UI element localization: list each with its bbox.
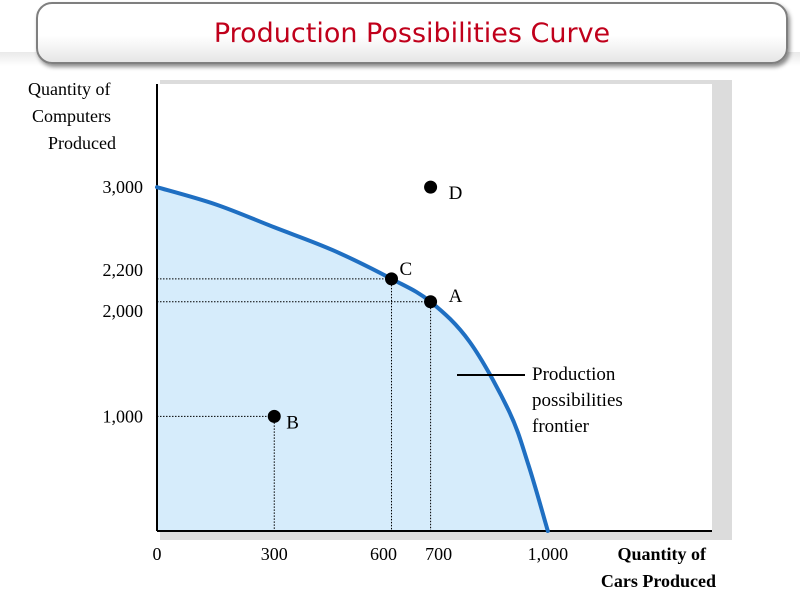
y-axis-title-line: Computers <box>32 106 111 126</box>
y-axis-title: Quantity of Computers Produced <box>28 76 144 157</box>
y-axis-title-line: Quantity of <box>28 79 111 99</box>
point-b <box>267 409 281 423</box>
frontier-annotation-line: possibilities <box>532 390 623 411</box>
guide-lines <box>157 278 432 531</box>
frontier-curve <box>155 185 550 533</box>
y-tick-label: 3,000 <box>103 177 144 197</box>
point-label-b: B <box>286 412 299 433</box>
page-title: Production Possibilities Curve <box>213 18 611 49</box>
frontier-annotation: Production possibilities frontier <box>532 362 662 440</box>
x-tick-label: 0 <box>153 544 162 564</box>
y-tick-label: 2,000 <box>103 301 144 321</box>
title-banner: Production Possibilities Curve <box>36 2 788 64</box>
frontier-area <box>157 187 548 531</box>
frontier-area-layer <box>157 187 548 531</box>
frontier-annotation-line: frontier <box>532 416 589 437</box>
x-tick-label: 300 <box>261 544 288 564</box>
x-tick-label: 1,000 <box>528 544 569 564</box>
frontier-curve-layer <box>155 185 550 533</box>
point-d <box>424 180 438 194</box>
points-layer: A B C D <box>267 180 463 433</box>
tick-labels: 1,000 2,000 2,200 3,000 0 300 600 700 1,000 <box>103 177 569 564</box>
point-c <box>385 272 399 286</box>
frontier-annotation-line: Production <box>532 364 616 385</box>
x-tick-label: 700 <box>425 544 452 564</box>
x-axis-title-line: Cars Produced <box>600 571 716 591</box>
x-tick-label: 600 <box>370 544 397 564</box>
point-label-d: D <box>449 183 463 204</box>
point-a <box>424 295 438 309</box>
y-tick-label: 2,200 <box>103 260 144 280</box>
point-label-c: C <box>400 259 413 280</box>
y-tick-label: 1,000 <box>103 406 144 426</box>
x-axis-title: Quantity of Cars Produced <box>556 541 716 595</box>
y-axis-title-line: Produced <box>48 133 116 153</box>
x-axis-title-line: Quantity of <box>617 544 706 564</box>
axes <box>156 84 712 532</box>
point-label-a: A <box>449 286 463 307</box>
